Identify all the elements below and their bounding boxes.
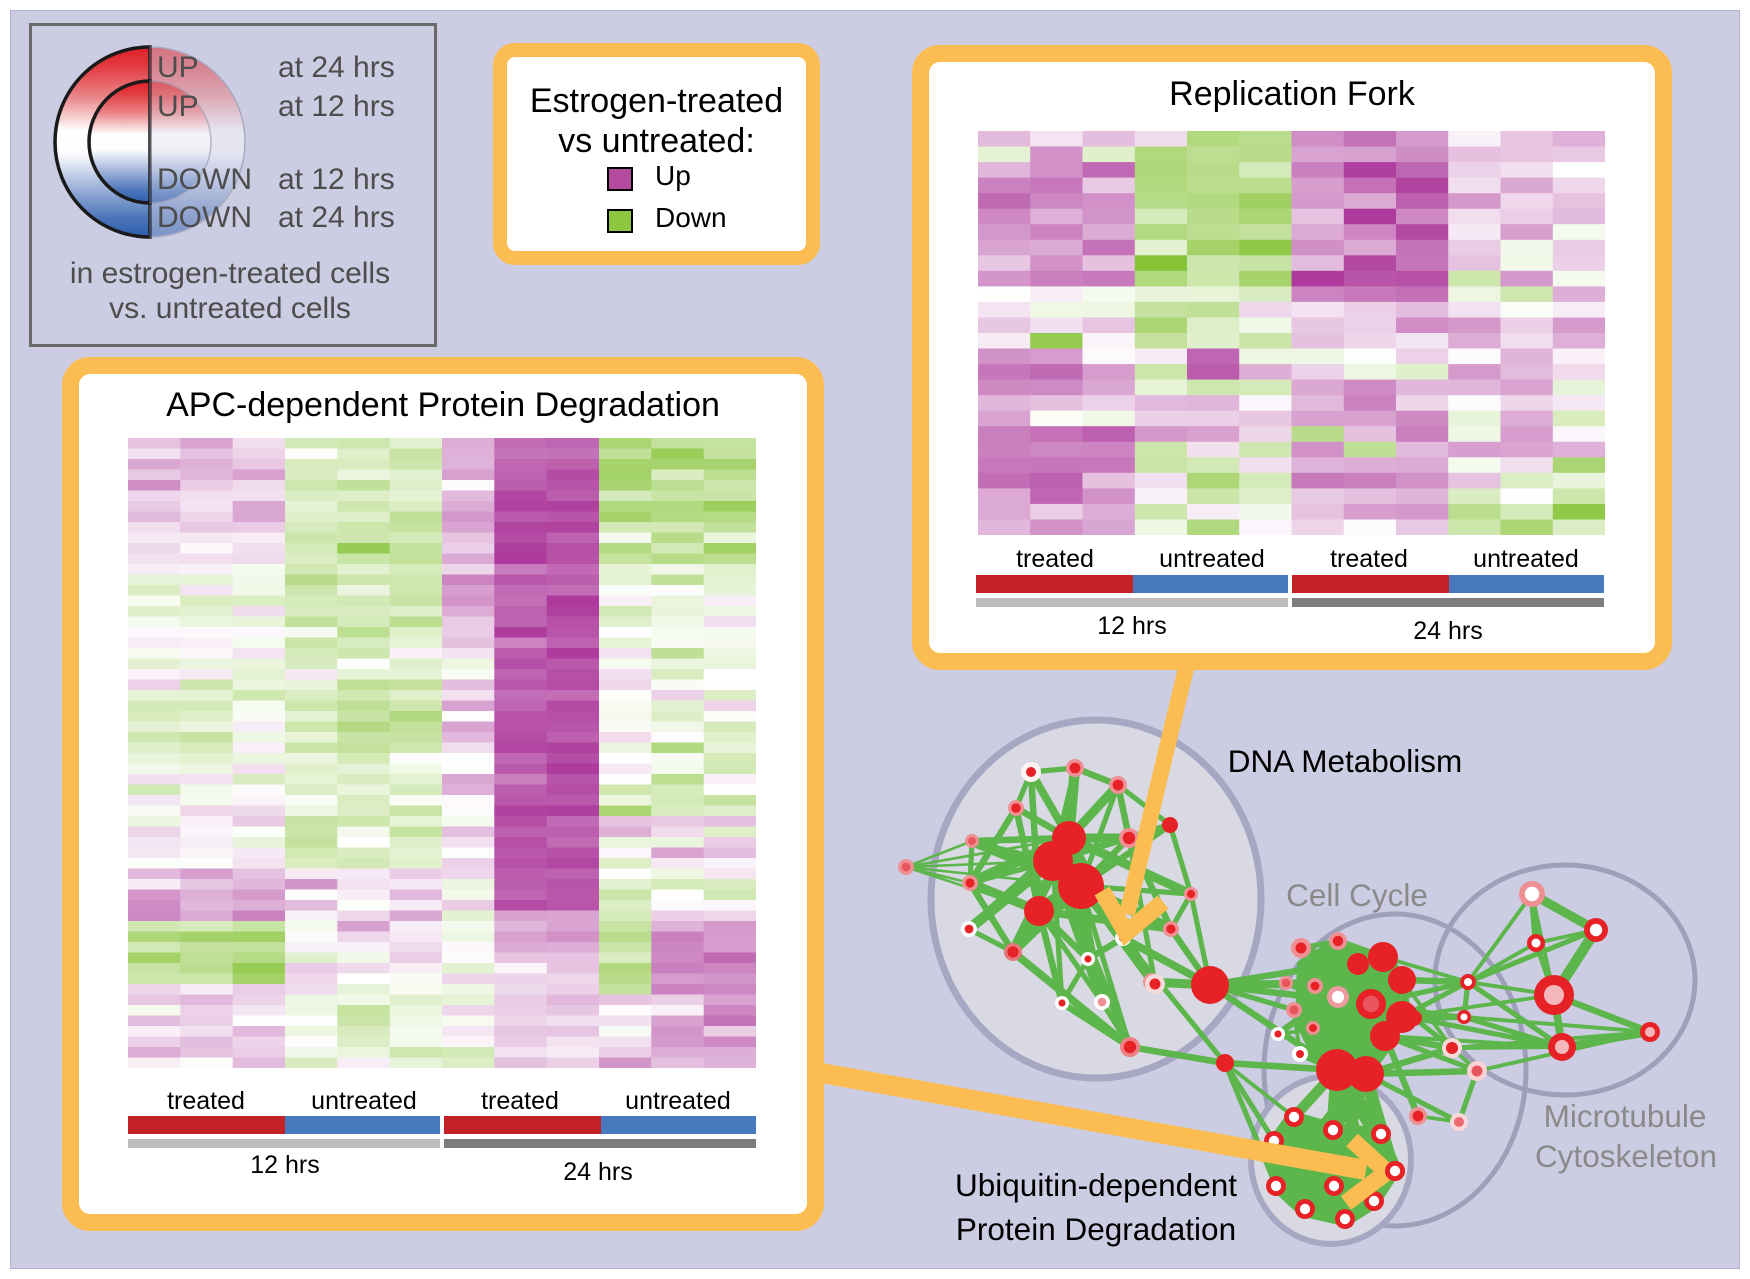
svg-text:Cell Cycle: Cell Cycle	[1286, 877, 1428, 913]
svg-text:Protein Degradation: Protein Degradation	[956, 1211, 1236, 1247]
svg-text:Microtubule: Microtubule	[1544, 1098, 1707, 1134]
svg-text:Cytoskeleton: Cytoskeleton	[1535, 1138, 1717, 1174]
svg-text:DNA Metabolism: DNA Metabolism	[1228, 743, 1463, 779]
svg-text:Ubiquitin-dependent: Ubiquitin-dependent	[955, 1167, 1237, 1203]
